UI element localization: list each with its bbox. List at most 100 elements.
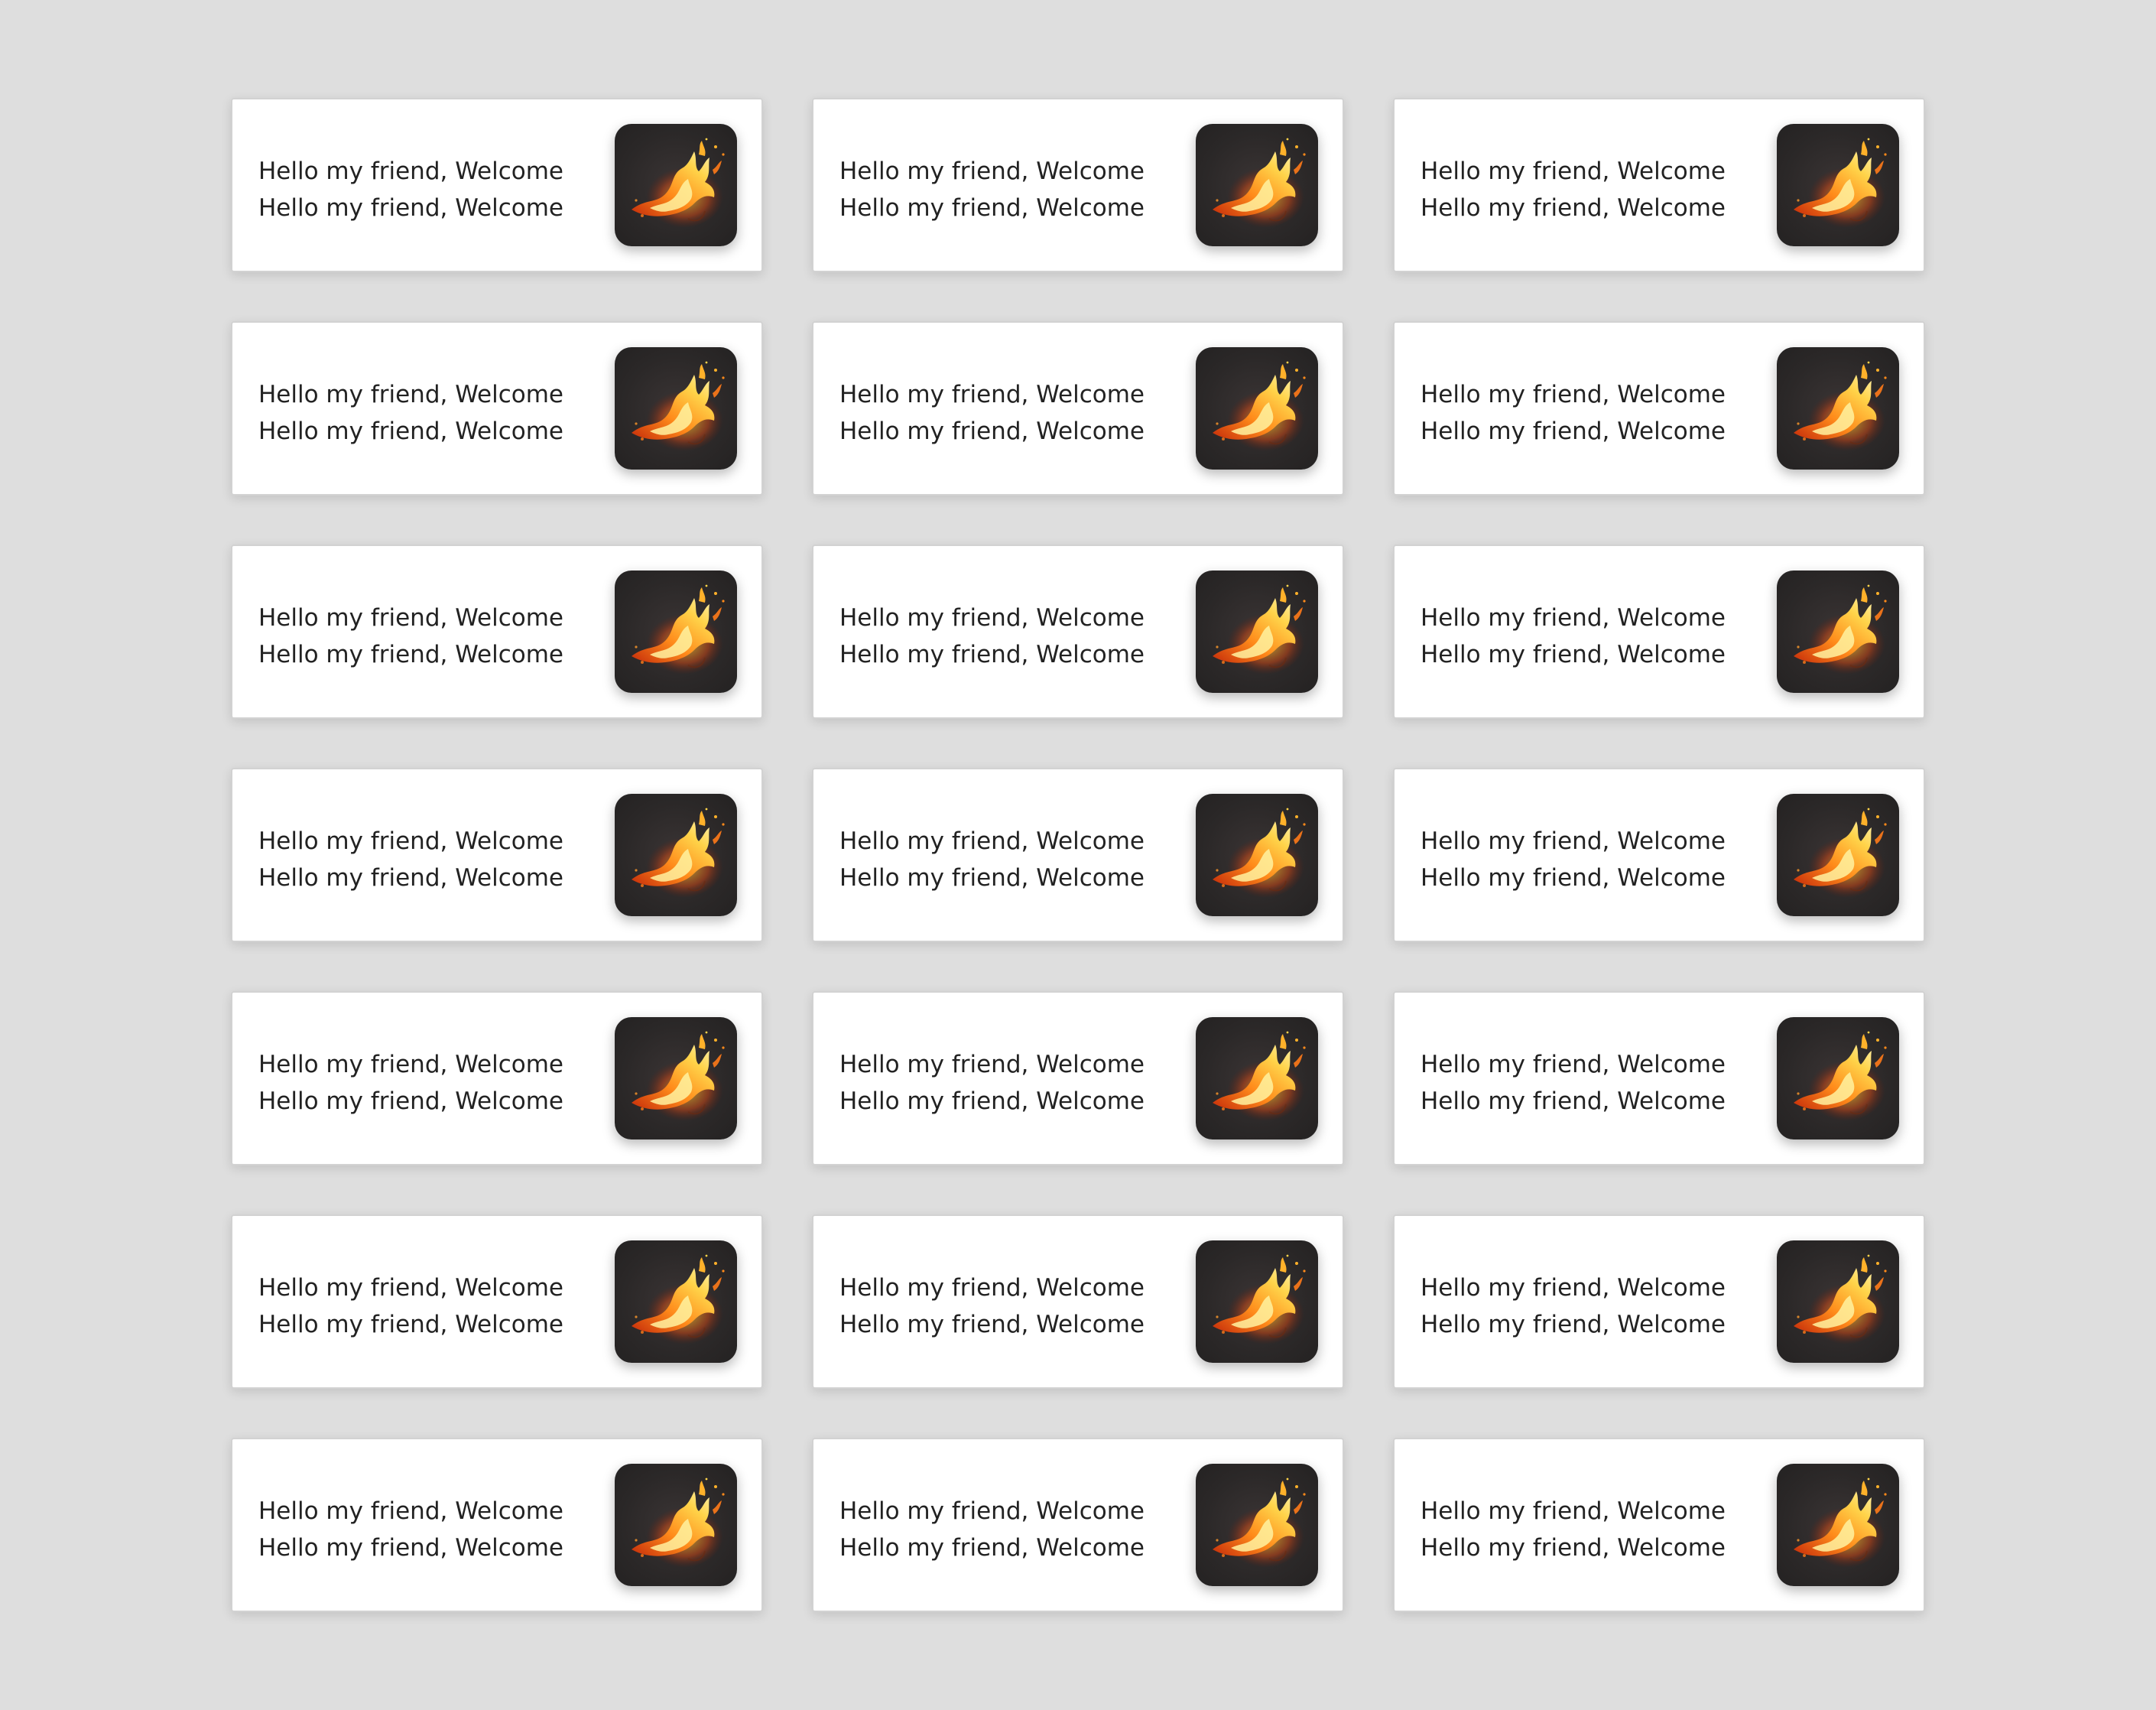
card-text: Hello my friend, Welcome Hello my friend… [839, 376, 1145, 450]
flame-icon [1794, 361, 1887, 451]
card[interactable]: Hello my friend, Welcome Hello my friend… [812, 1214, 1344, 1389]
card-line-2: Hello my friend, Welcome [1421, 1087, 1726, 1115]
card[interactable]: Hello my friend, Welcome Hello my friend… [812, 768, 1344, 942]
card-line-2: Hello my friend, Welcome [839, 641, 1145, 668]
card[interactable]: Hello my friend, Welcome Hello my friend… [231, 545, 763, 719]
card-line-1: Hello my friend, Welcome [839, 1051, 1145, 1078]
card-line-2: Hello my friend, Welcome [1421, 1534, 1726, 1562]
card-text: Hello my friend, Welcome Hello my friend… [258, 600, 563, 673]
flame-icon [632, 1478, 725, 1568]
card-line-2: Hello my friend, Welcome [258, 418, 564, 445]
card-line-1: Hello my friend, Welcome [258, 1274, 564, 1302]
flame-icon [1794, 1478, 1887, 1568]
flame-icon [632, 138, 725, 228]
card-text: Hello my friend, Welcome Hello my friend… [839, 1046, 1145, 1120]
flame-icon [1213, 138, 1306, 228]
card-line-1: Hello my friend, Welcome [1421, 158, 1726, 185]
card[interactable]: Hello my friend, Welcome Hello my friend… [1393, 768, 1925, 942]
card-text: Hello my friend, Welcome Hello my friend… [258, 1269, 563, 1343]
card[interactable]: Hello my friend, Welcome Hello my friend… [1393, 991, 1925, 1165]
card-line-2: Hello my friend, Welcome [1421, 864, 1726, 892]
card-text: Hello my friend, Welcome Hello my friend… [258, 1046, 563, 1120]
card-text: Hello my friend, Welcome Hello my friend… [258, 1493, 563, 1566]
card-line-2: Hello my friend, Welcome [258, 864, 564, 892]
flame-icon [632, 584, 725, 675]
card[interactable]: Hello my friend, Welcome Hello my friend… [812, 991, 1344, 1165]
card-line-2: Hello my friend, Welcome [839, 418, 1145, 445]
card[interactable]: Hello my friend, Welcome Hello my friend… [231, 991, 763, 1165]
card-line-1: Hello my friend, Welcome [258, 1051, 564, 1078]
card[interactable]: Hello my friend, Welcome Hello my friend… [1393, 321, 1925, 496]
card-line-2: Hello my friend, Welcome [258, 1087, 564, 1115]
card-text: Hello my friend, Welcome Hello my friend… [839, 600, 1145, 673]
card-line-1: Hello my friend, Welcome [839, 1497, 1145, 1525]
card-line-1: Hello my friend, Welcome [258, 158, 564, 185]
flame-icon [1213, 808, 1306, 898]
card-text: Hello my friend, Welcome Hello my friend… [839, 1269, 1145, 1343]
flame-thumbnail [1196, 347, 1318, 470]
card[interactable]: Hello my friend, Welcome Hello my friend… [1393, 545, 1925, 719]
card[interactable]: Hello my friend, Welcome Hello my friend… [812, 1438, 1344, 1612]
card-line-2: Hello my friend, Welcome [839, 1311, 1145, 1338]
flame-thumbnail [1196, 1240, 1318, 1363]
flame-thumbnail [1196, 1017, 1318, 1139]
card-line-2: Hello my friend, Welcome [1421, 194, 1726, 222]
card[interactable]: Hello my friend, Welcome Hello my friend… [231, 768, 763, 942]
flame-thumbnail [615, 124, 737, 246]
flame-icon [632, 808, 725, 898]
card-line-1: Hello my friend, Welcome [839, 1274, 1145, 1302]
card[interactable]: Hello my friend, Welcome Hello my friend… [231, 321, 763, 496]
flame-icon [632, 361, 725, 451]
flame-icon [1213, 361, 1306, 451]
flame-thumbnail [1777, 1017, 1899, 1139]
card-line-1: Hello my friend, Welcome [839, 381, 1145, 408]
flame-icon [1794, 1254, 1887, 1344]
card-line-2: Hello my friend, Welcome [839, 1087, 1145, 1115]
card-line-2: Hello my friend, Welcome [1421, 418, 1726, 445]
card-grid: Hello my friend, Welcome Hello my friend… [231, 98, 1925, 1612]
flame-thumbnail [615, 1017, 737, 1139]
card-line-1: Hello my friend, Welcome [1421, 381, 1726, 408]
card-line-2: Hello my friend, Welcome [258, 1311, 564, 1338]
card[interactable]: Hello my friend, Welcome Hello my friend… [1393, 1214, 1925, 1389]
card-line-1: Hello my friend, Welcome [839, 827, 1145, 855]
card-line-2: Hello my friend, Welcome [839, 864, 1145, 892]
flame-thumbnail [1777, 124, 1899, 246]
card[interactable]: Hello my friend, Welcome Hello my friend… [812, 98, 1344, 272]
flame-icon [1213, 1031, 1306, 1121]
flame-thumbnail [1777, 1240, 1899, 1363]
card[interactable]: Hello my friend, Welcome Hello my friend… [231, 98, 763, 272]
card[interactable]: Hello my friend, Welcome Hello my friend… [1393, 98, 1925, 272]
card-line-2: Hello my friend, Welcome [258, 194, 564, 222]
flame-thumbnail [1777, 347, 1899, 470]
card[interactable]: Hello my friend, Welcome Hello my friend… [231, 1214, 763, 1389]
card-line-1: Hello my friend, Welcome [1421, 827, 1726, 855]
card-line-2: Hello my friend, Welcome [1421, 641, 1726, 668]
flame-icon [632, 1254, 725, 1344]
card-line-1: Hello my friend, Welcome [258, 604, 564, 632]
card-text: Hello my friend, Welcome Hello my friend… [258, 153, 563, 226]
flame-thumbnail [615, 571, 737, 693]
flame-icon [1213, 1254, 1306, 1344]
card-text: Hello my friend, Welcome Hello my friend… [1421, 153, 1726, 226]
card-line-1: Hello my friend, Welcome [1421, 1497, 1726, 1525]
card-line-1: Hello my friend, Welcome [1421, 1274, 1726, 1302]
card[interactable]: Hello my friend, Welcome Hello my friend… [812, 545, 1344, 719]
flame-thumbnail [1196, 794, 1318, 916]
card-text: Hello my friend, Welcome Hello my friend… [258, 376, 563, 450]
card[interactable]: Hello my friend, Welcome Hello my friend… [1393, 1438, 1925, 1612]
card[interactable]: Hello my friend, Welcome Hello my friend… [812, 321, 1344, 496]
card-text: Hello my friend, Welcome Hello my friend… [1421, 600, 1726, 673]
card-text: Hello my friend, Welcome Hello my friend… [258, 823, 563, 896]
card-text: Hello my friend, Welcome Hello my friend… [1421, 1046, 1726, 1120]
flame-thumbnail [1777, 571, 1899, 693]
flame-icon [632, 1031, 725, 1121]
card-line-1: Hello my friend, Welcome [839, 604, 1145, 632]
card-text: Hello my friend, Welcome Hello my friend… [1421, 1269, 1726, 1343]
card[interactable]: Hello my friend, Welcome Hello my friend… [231, 1438, 763, 1612]
card-text: Hello my friend, Welcome Hello my friend… [1421, 823, 1726, 896]
flame-thumbnail [615, 794, 737, 916]
card-text: Hello my friend, Welcome Hello my friend… [839, 1493, 1145, 1566]
card-line-1: Hello my friend, Welcome [258, 381, 564, 408]
flame-thumbnail [615, 347, 737, 470]
